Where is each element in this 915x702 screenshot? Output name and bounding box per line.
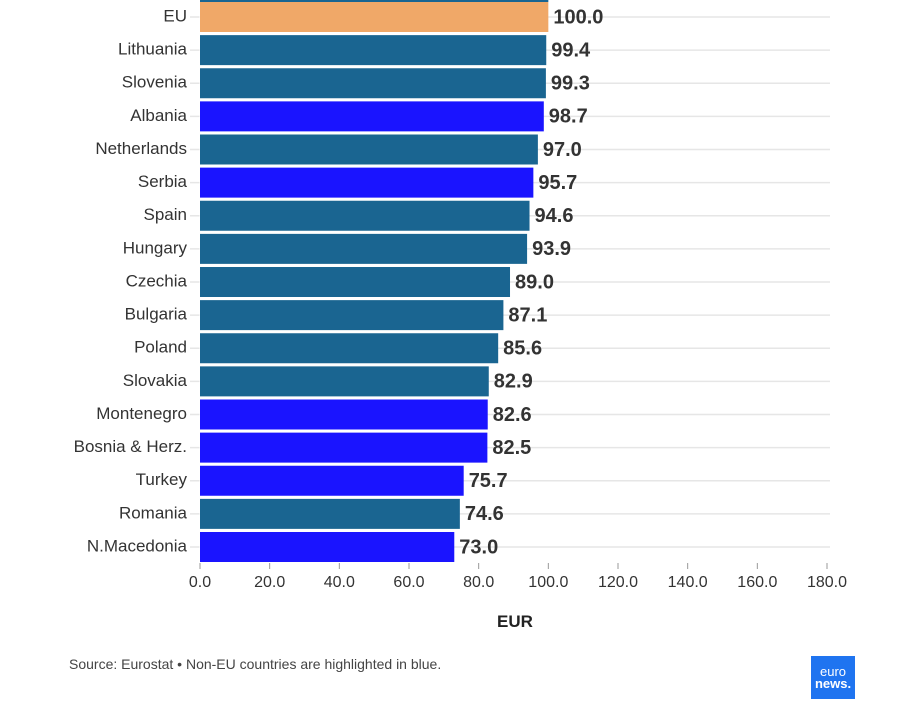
x-tick-label: 40.0	[324, 574, 355, 591]
x-tick-label: 160.0	[737, 574, 777, 591]
value-label: 93.9	[532, 238, 571, 260]
bar-romania	[200, 498, 460, 529]
value-label: 75.7	[469, 470, 508, 492]
value-label: 99.4	[551, 39, 591, 61]
bar-poland	[200, 333, 499, 364]
x-tick-label: 180.0	[807, 574, 847, 591]
bar-slovenia	[200, 68, 546, 99]
source-note: Source: Eurostat • Non-EU countries are …	[69, 656, 442, 672]
x-tick-label: 120.0	[598, 574, 638, 591]
cropped-bar	[200, 0, 549, 2]
x-tick-label: 0.0	[189, 574, 211, 591]
x-tick-label: 140.0	[668, 574, 708, 591]
category-label: Serbia	[138, 172, 188, 191]
x-tick-label: 100.0	[528, 574, 568, 591]
bar-lithuania	[200, 35, 547, 66]
value-label: 99.3	[551, 73, 590, 95]
euronews-logo: euro news.	[811, 656, 855, 699]
bar-czechia	[200, 267, 511, 297]
value-label: 82.6	[493, 404, 532, 426]
logo-text-top: euro	[819, 663, 847, 679]
bar-netherlands	[200, 134, 538, 165]
category-label: Netherlands	[95, 139, 187, 158]
x-tick-label: 60.0	[393, 574, 424, 591]
value-label: 82.5	[492, 437, 531, 459]
category-label: Montenegro	[96, 404, 187, 423]
category-label: EU	[163, 6, 187, 25]
value-label: 95.7	[538, 172, 577, 194]
value-label: 100.0	[553, 6, 603, 28]
category-label: N.Macedonia	[87, 536, 188, 555]
value-label: 82.9	[494, 371, 533, 393]
category-label: Lithuania	[118, 40, 188, 59]
value-label: 98.7	[549, 106, 588, 128]
bar-serbia	[200, 167, 534, 198]
bar-eu	[200, 2, 549, 32]
category-label: Albania	[130, 106, 187, 125]
x-tick-label: 80.0	[463, 574, 494, 591]
value-label: 94.6	[535, 205, 574, 227]
bar-spain	[200, 200, 530, 231]
bar-n-macedonia	[200, 532, 455, 562]
value-label: 89.0	[515, 271, 554, 293]
bar-turkey	[200, 465, 464, 496]
bar-montenegro	[200, 399, 488, 430]
x-tick-label: 20.0	[254, 574, 285, 591]
bar-bulgaria	[200, 300, 504, 331]
value-label: 87.1	[508, 304, 547, 326]
value-label: 97.0	[543, 139, 582, 161]
logo-text-bottom: news.	[814, 675, 852, 691]
value-label: 74.6	[465, 503, 504, 525]
category-label: Bosnia & Herz.	[74, 437, 187, 456]
category-label: Romania	[119, 503, 188, 522]
x-axis-label: EUR	[497, 612, 533, 631]
category-label: Poland	[134, 338, 187, 357]
category-label: Slovenia	[122, 73, 188, 92]
category-label: Spain	[144, 205, 187, 224]
bar-slovakia	[200, 366, 489, 397]
value-label: 73.0	[459, 536, 498, 558]
bar-chart: EU Lithuania Slovenia Albania Netherlands Ser…	[74, 0, 847, 591]
value-label: 85.6	[503, 338, 542, 360]
category-label: Hungary	[123, 238, 188, 257]
category-label: Turkey	[136, 470, 188, 489]
category-label: Czechia	[126, 271, 188, 290]
bar-hungary	[200, 233, 528, 264]
bar-albania	[200, 101, 544, 132]
category-label: Bulgaria	[125, 305, 188, 324]
bar-bosnia-herz-	[200, 432, 488, 463]
category-label: Slovakia	[123, 371, 188, 390]
